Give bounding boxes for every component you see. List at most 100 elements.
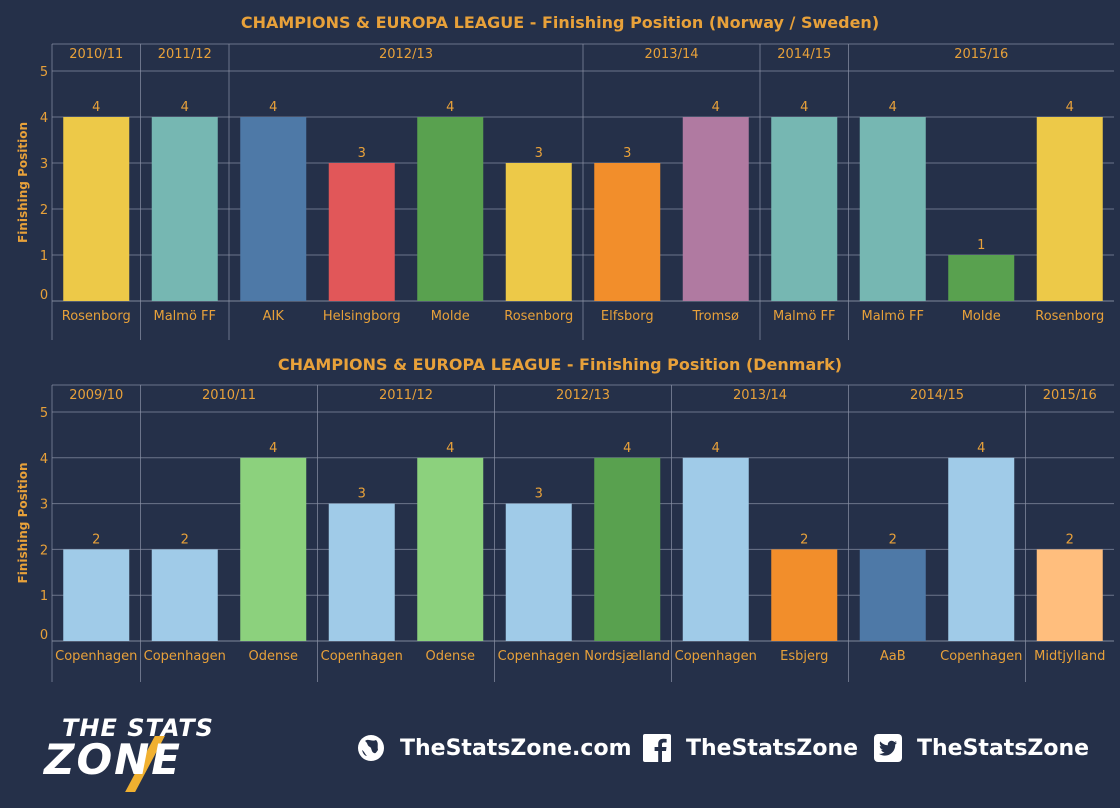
season-header: 2012/13 (556, 388, 610, 403)
category-label: Rosenborg (504, 309, 573, 324)
bar (328, 503, 395, 641)
category-label: Copenhagen (940, 649, 1022, 664)
bar (1036, 549, 1103, 641)
bar (151, 549, 218, 641)
bar (948, 255, 1015, 301)
season-header: 2010/11 (69, 47, 123, 62)
category-label: Copenhagen (321, 649, 403, 664)
y-tick-label: 2 (40, 203, 48, 218)
website-text: TheStatsZone.com (400, 735, 632, 761)
season-header: 2015/16 (954, 47, 1008, 62)
footer: THE STATS ZONE TheStatsZone.com TheStats… (0, 690, 1120, 808)
y-axis-label: Finishing Position (16, 462, 30, 583)
season-header: 2012/13 (379, 47, 433, 62)
bar-value-label: 3 (358, 146, 366, 161)
bar-value-label: 3 (623, 146, 631, 161)
y-tick-label: 0 (40, 288, 48, 303)
bar (505, 163, 572, 301)
category-label: Odense (249, 649, 299, 664)
chart-title: CHAMPIONS & EUROPA LEAGUE - Finishing Po… (278, 355, 842, 374)
bar (240, 457, 307, 641)
category-label: Rosenborg (62, 309, 131, 324)
season-header: 2011/12 (379, 388, 433, 403)
bar-value-label: 4 (623, 441, 631, 456)
bar-value-label: 4 (1066, 100, 1074, 115)
bar (859, 549, 926, 641)
bar-value-label: 3 (535, 487, 543, 502)
category-label: Copenhagen (675, 649, 757, 664)
season-header: 2015/16 (1043, 388, 1097, 403)
globe-icon (356, 733, 386, 763)
category-label: Odense (426, 649, 476, 664)
bar-value-label: 4 (977, 441, 985, 456)
bar-value-label: 4 (269, 441, 277, 456)
bar (63, 117, 130, 301)
y-tick-label: 3 (40, 157, 48, 172)
category-label: Malmö FF (862, 309, 925, 324)
twitter-link[interactable]: TheStatsZone (873, 732, 1089, 764)
bar-value-label: 4 (889, 100, 897, 115)
season-header: 2013/14 (644, 47, 698, 62)
bar (594, 457, 661, 641)
bar (1036, 117, 1103, 301)
y-tick-label: 4 (40, 452, 48, 467)
category-label: AaB (880, 649, 906, 664)
facebook-link[interactable]: TheStatsZone (642, 732, 858, 764)
facebook-text: TheStatsZone (686, 735, 859, 761)
bar-value-label: 2 (800, 532, 808, 547)
bar-value-label: 4 (800, 100, 808, 115)
bar-value-label: 4 (446, 100, 454, 115)
logo-text-top: THE STATS (62, 714, 214, 742)
category-label: Rosenborg (1035, 309, 1104, 324)
bar-value-label: 2 (181, 532, 189, 547)
bar (63, 549, 130, 641)
y-tick-label: 5 (40, 65, 48, 80)
bar (682, 457, 749, 641)
y-tick-label: 3 (40, 498, 48, 513)
season-header: 2009/10 (69, 388, 123, 403)
y-tick-label: 5 (40, 406, 48, 421)
bar-value-label: 4 (269, 100, 277, 115)
bar (505, 503, 572, 641)
category-label: Copenhagen (498, 649, 580, 664)
bar (771, 117, 838, 301)
logo-text-bottom: ZONE (44, 735, 182, 784)
bar (771, 549, 838, 641)
bar (682, 117, 749, 301)
bar-value-label: 4 (181, 100, 189, 115)
bar (328, 163, 395, 301)
category-label: Malmö FF (773, 309, 836, 324)
bar-value-label: 3 (535, 146, 543, 161)
bar (594, 163, 661, 301)
y-tick-label: 2 (40, 543, 48, 558)
season-header: 2011/12 (158, 47, 212, 62)
y-axis-label: Finishing Position (16, 122, 30, 243)
twitter-text: TheStatsZone (917, 735, 1090, 761)
bar-value-label: 4 (712, 100, 720, 115)
bar (151, 117, 218, 301)
bar (417, 117, 484, 301)
website-link[interactable]: TheStatsZone.com (356, 732, 632, 764)
y-tick-label: 1 (40, 589, 48, 604)
bar-value-label: 2 (889, 532, 897, 547)
bar (417, 457, 484, 641)
category-label: AIK (263, 309, 285, 324)
bar-value-label: 2 (92, 532, 100, 547)
y-tick-label: 0 (40, 628, 48, 643)
category-label: Molde (431, 309, 470, 324)
season-header: 2013/14 (733, 388, 787, 403)
bar-value-label: 3 (358, 487, 366, 502)
category-label: Helsingborg (323, 309, 401, 324)
bar (240, 117, 307, 301)
season-header: 2014/15 (910, 388, 964, 403)
category-label: Tromsø (692, 309, 739, 324)
y-tick-label: 1 (40, 249, 48, 264)
bar (859, 117, 926, 301)
facebook-icon (642, 733, 672, 763)
category-label: Midtjylland (1034, 649, 1105, 664)
category-label: Molde (962, 309, 1001, 324)
category-label: Copenhagen (55, 649, 137, 664)
stats-zone-logo: THE STATS ZONE (44, 712, 244, 792)
twitter-icon (873, 733, 903, 763)
category-label: Malmö FF (154, 309, 217, 324)
